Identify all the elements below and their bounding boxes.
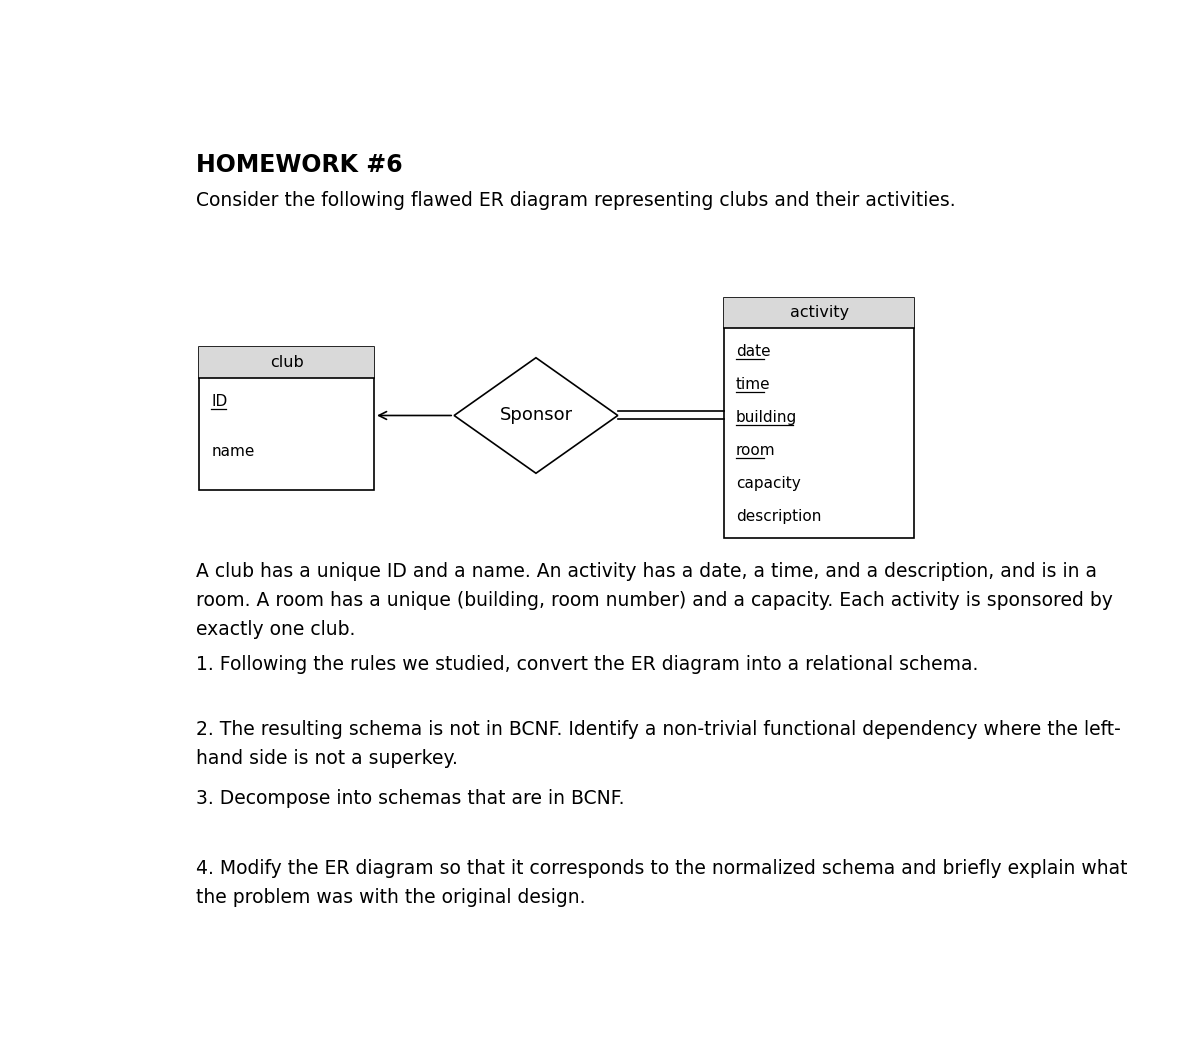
Bar: [724, 298, 914, 539]
Text: ID: ID: [211, 394, 228, 408]
Text: A club has a unique ID and a name. An activity has a date, a time, and a descrip: A club has a unique ID and a name. An ac…: [197, 563, 1114, 639]
Text: capacity: capacity: [736, 476, 800, 491]
Text: 1. Following the rules we studied, convert the ER diagram into a relational sche: 1. Following the rules we studied, conve…: [197, 654, 979, 673]
Text: date: date: [736, 344, 770, 359]
Text: room: room: [736, 443, 775, 458]
Text: Sponsor: Sponsor: [499, 406, 572, 424]
Text: activity: activity: [790, 305, 848, 320]
Text: name: name: [211, 444, 254, 458]
Text: HOMEWORK #6: HOMEWORK #6: [197, 153, 403, 177]
Bar: [199, 347, 374, 378]
Bar: [199, 347, 374, 490]
Bar: [724, 298, 914, 328]
Polygon shape: [454, 357, 618, 473]
Text: 4. Modify the ER diagram so that it corresponds to the normalized schema and bri: 4. Modify the ER diagram so that it corr…: [197, 860, 1128, 907]
Text: 3. Decompose into schemas that are in BCNF.: 3. Decompose into schemas that are in BC…: [197, 790, 625, 809]
Text: description: description: [736, 510, 821, 524]
Text: time: time: [736, 377, 770, 392]
Text: 2. The resulting schema is not in BCNF. Identify a non-trivial functional depend: 2. The resulting schema is not in BCNF. …: [197, 720, 1121, 768]
Text: club: club: [270, 355, 304, 370]
Text: building: building: [736, 411, 797, 425]
Text: Consider the following flawed ER diagram representing clubs and their activities: Consider the following flawed ER diagram…: [197, 191, 956, 209]
